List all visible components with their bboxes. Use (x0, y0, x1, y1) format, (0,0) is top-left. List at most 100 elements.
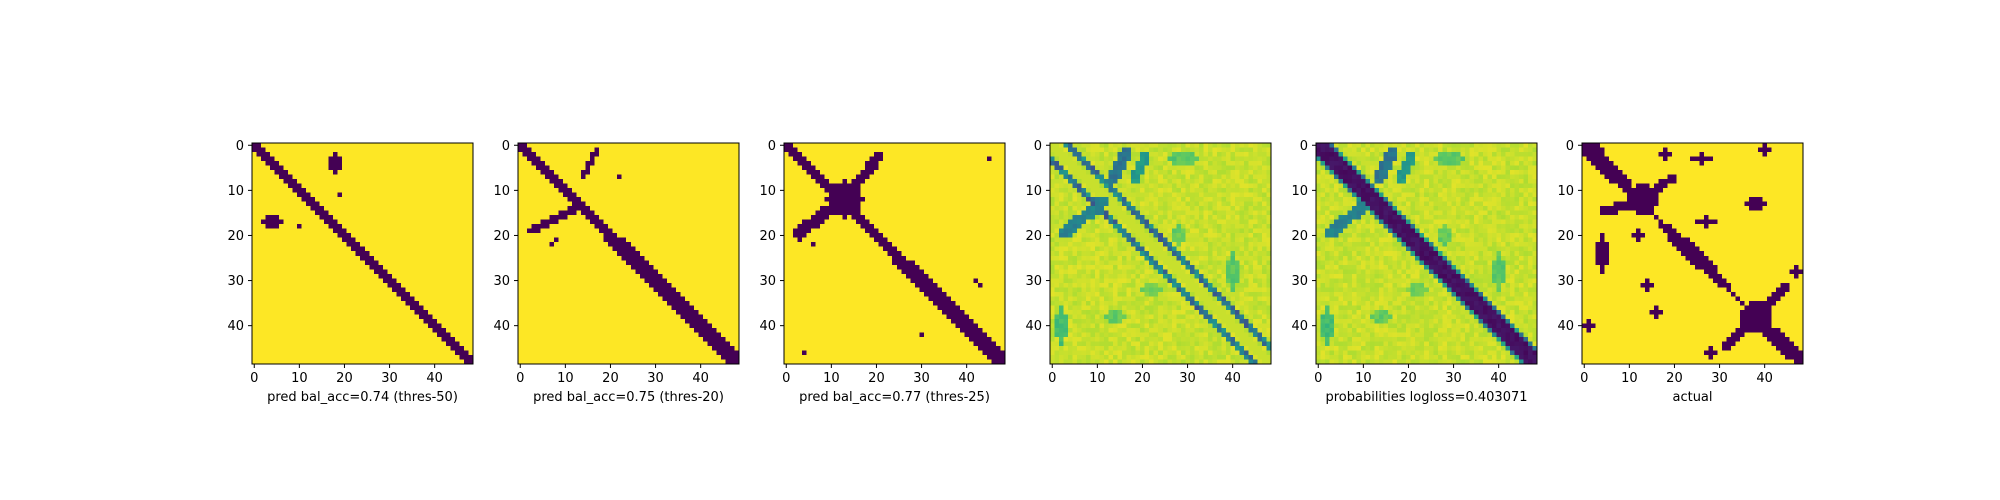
heatmap-cell (409, 305, 415, 311)
heatmap-cell (459, 255, 465, 261)
heatmap-cell (531, 318, 537, 324)
heatmap-cell (441, 197, 447, 202)
heatmap-cell (306, 224, 311, 230)
heatmap-cell (306, 251, 311, 257)
heatmap-cell (594, 300, 600, 306)
heatmap-cell (536, 278, 541, 284)
heatmap-cell (518, 305, 523, 311)
heatmap-cell (315, 210, 321, 216)
heatmap-cell (711, 269, 717, 275)
heatmap-cell (328, 228, 334, 234)
heatmap-cell (644, 156, 650, 162)
heatmap-cell (720, 147, 726, 153)
heatmap-cell (666, 282, 672, 288)
heatmap-cell (333, 174, 339, 180)
heatmap-cell (585, 210, 591, 216)
heatmap-cell (617, 296, 623, 302)
heatmap-cell (378, 359, 384, 365)
heatmap-cell (391, 278, 397, 284)
heatmap-cell (292, 246, 298, 252)
heatmap-cell (662, 237, 668, 243)
heatmap-cell (662, 165, 668, 171)
heatmap-cell (608, 300, 614, 306)
heatmap-cell (716, 314, 722, 320)
heatmap-cell (306, 206, 311, 212)
heatmap-cell (716, 287, 722, 293)
heatmap-cell (252, 291, 257, 297)
heatmap-cell (342, 210, 348, 216)
heatmap-cell (545, 170, 550, 175)
heatmap-cell (594, 215, 600, 221)
heatmap-cell (414, 314, 420, 320)
heatmap-cell (423, 246, 429, 252)
heatmap-cell (301, 273, 307, 279)
heatmap-cell (554, 305, 559, 311)
heatmap-cell (540, 269, 546, 275)
heatmap-cell (644, 192, 650, 198)
heatmap-cell (576, 161, 582, 166)
heatmap-cell (594, 165, 600, 171)
heatmap-cell (454, 300, 460, 306)
heatmap-cell (675, 215, 681, 221)
heatmap-cell (639, 156, 645, 162)
heatmap-cell (612, 273, 618, 279)
heatmap-cell (261, 318, 266, 324)
heatmap-cell (590, 219, 596, 225)
heatmap-cell (594, 251, 600, 257)
heatmap-cell (689, 183, 695, 189)
heatmap-cell (436, 143, 442, 148)
heatmap-cell (932, 143, 938, 148)
heatmap-cell (684, 188, 690, 193)
heatmap-cell (288, 147, 293, 153)
heatmap-cell (342, 345, 348, 351)
heatmap-cell (626, 341, 632, 347)
heatmap-cell (297, 287, 302, 293)
heatmap-cell (423, 206, 429, 212)
heatmap-cell (315, 233, 321, 239)
heatmap-cell (364, 287, 370, 293)
heatmap-cell (288, 350, 293, 356)
heatmap-cell (432, 237, 438, 243)
heatmap-cell (418, 282, 424, 288)
heatmap-cell (901, 147, 907, 153)
heatmap-cell (680, 179, 686, 184)
heatmap-cell (608, 210, 614, 216)
heatmap-cell (405, 305, 411, 311)
heatmap-cell (554, 309, 559, 315)
heatmap-cell (626, 332, 632, 338)
heatmap-cell (387, 287, 393, 293)
heatmap-cell (400, 228, 406, 234)
heatmap-cell (711, 224, 717, 230)
heatmap-cell (441, 359, 447, 365)
heatmap-cell (720, 282, 726, 288)
heatmap-cell (283, 143, 289, 148)
heatmap-cell (558, 323, 564, 329)
heatmap-cell (283, 192, 289, 198)
heatmap-cell (576, 309, 582, 315)
heatmap-cell (355, 156, 361, 162)
heatmap-cell (436, 251, 442, 257)
heatmap-cell (716, 165, 722, 171)
heatmap-cell (545, 300, 550, 306)
heatmap-cell (720, 278, 726, 284)
heatmap-cell (288, 260, 293, 266)
heatmap-cell (671, 197, 677, 202)
heatmap-cell (648, 143, 654, 148)
heatmap-cell (432, 192, 438, 198)
heatmap-cell (333, 165, 339, 171)
heatmap-cell (418, 201, 424, 207)
heatmap-cell (729, 147, 735, 153)
heatmap-cell (283, 327, 289, 333)
heatmap-cell (734, 201, 740, 207)
heatmap-cell (549, 332, 555, 338)
heatmap-cell (644, 215, 650, 221)
heatmap-cell (558, 251, 564, 257)
heatmap-cell (283, 152, 289, 157)
heatmap-cell (441, 269, 447, 275)
heatmap-cell (540, 273, 546, 279)
heatmap-cell (518, 359, 523, 365)
heatmap-cell (270, 215, 275, 221)
heatmap-cell (671, 296, 677, 302)
heatmap-cell (734, 246, 740, 252)
heatmap-cell (436, 183, 442, 189)
